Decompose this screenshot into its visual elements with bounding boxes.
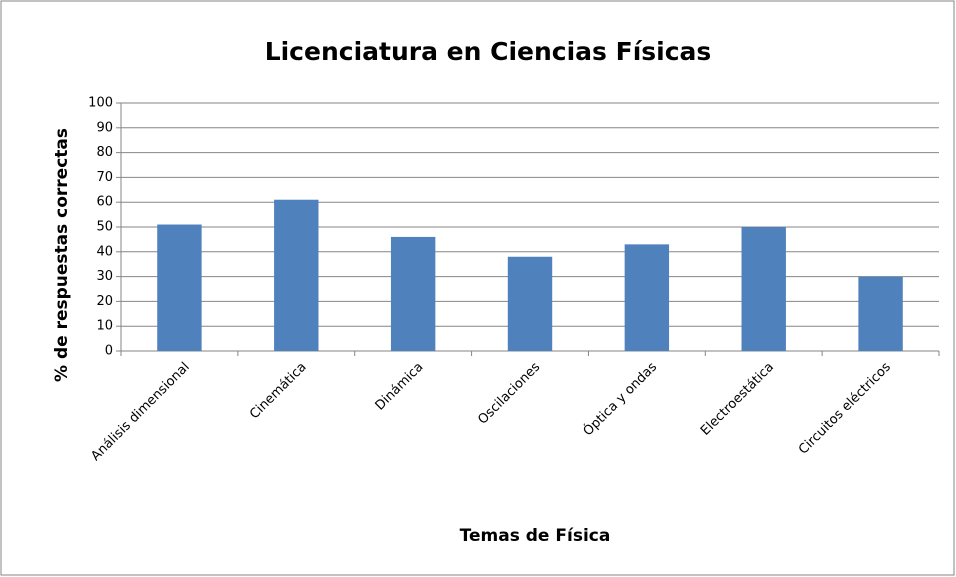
bar	[741, 227, 786, 351]
y-tick-label: 10	[96, 319, 113, 334]
bar	[858, 276, 903, 351]
y-tick-label: 40	[96, 244, 113, 259]
bar	[274, 199, 319, 351]
y-axis-title: % de respuestas correctas	[52, 128, 72, 382]
y-tick-label: 50	[96, 220, 113, 235]
y-tick-label: 70	[96, 170, 113, 185]
y-tick-label: 80	[96, 145, 113, 160]
x-axis-title: Temas de Física	[460, 526, 611, 546]
y-tick-label: 90	[96, 120, 113, 135]
bar	[507, 256, 553, 351]
chart-title: Licenciatura en Ciencias Físicas	[265, 37, 712, 66]
y-tick-label: 60	[96, 195, 113, 210]
bar	[390, 236, 436, 351]
y-tick-label: 0	[105, 344, 113, 359]
bar	[624, 244, 670, 351]
y-tick-label: 100	[88, 96, 113, 111]
y-tick-label: 20	[96, 294, 113, 309]
y-tick-label: 30	[96, 269, 113, 284]
bar	[157, 224, 202, 351]
